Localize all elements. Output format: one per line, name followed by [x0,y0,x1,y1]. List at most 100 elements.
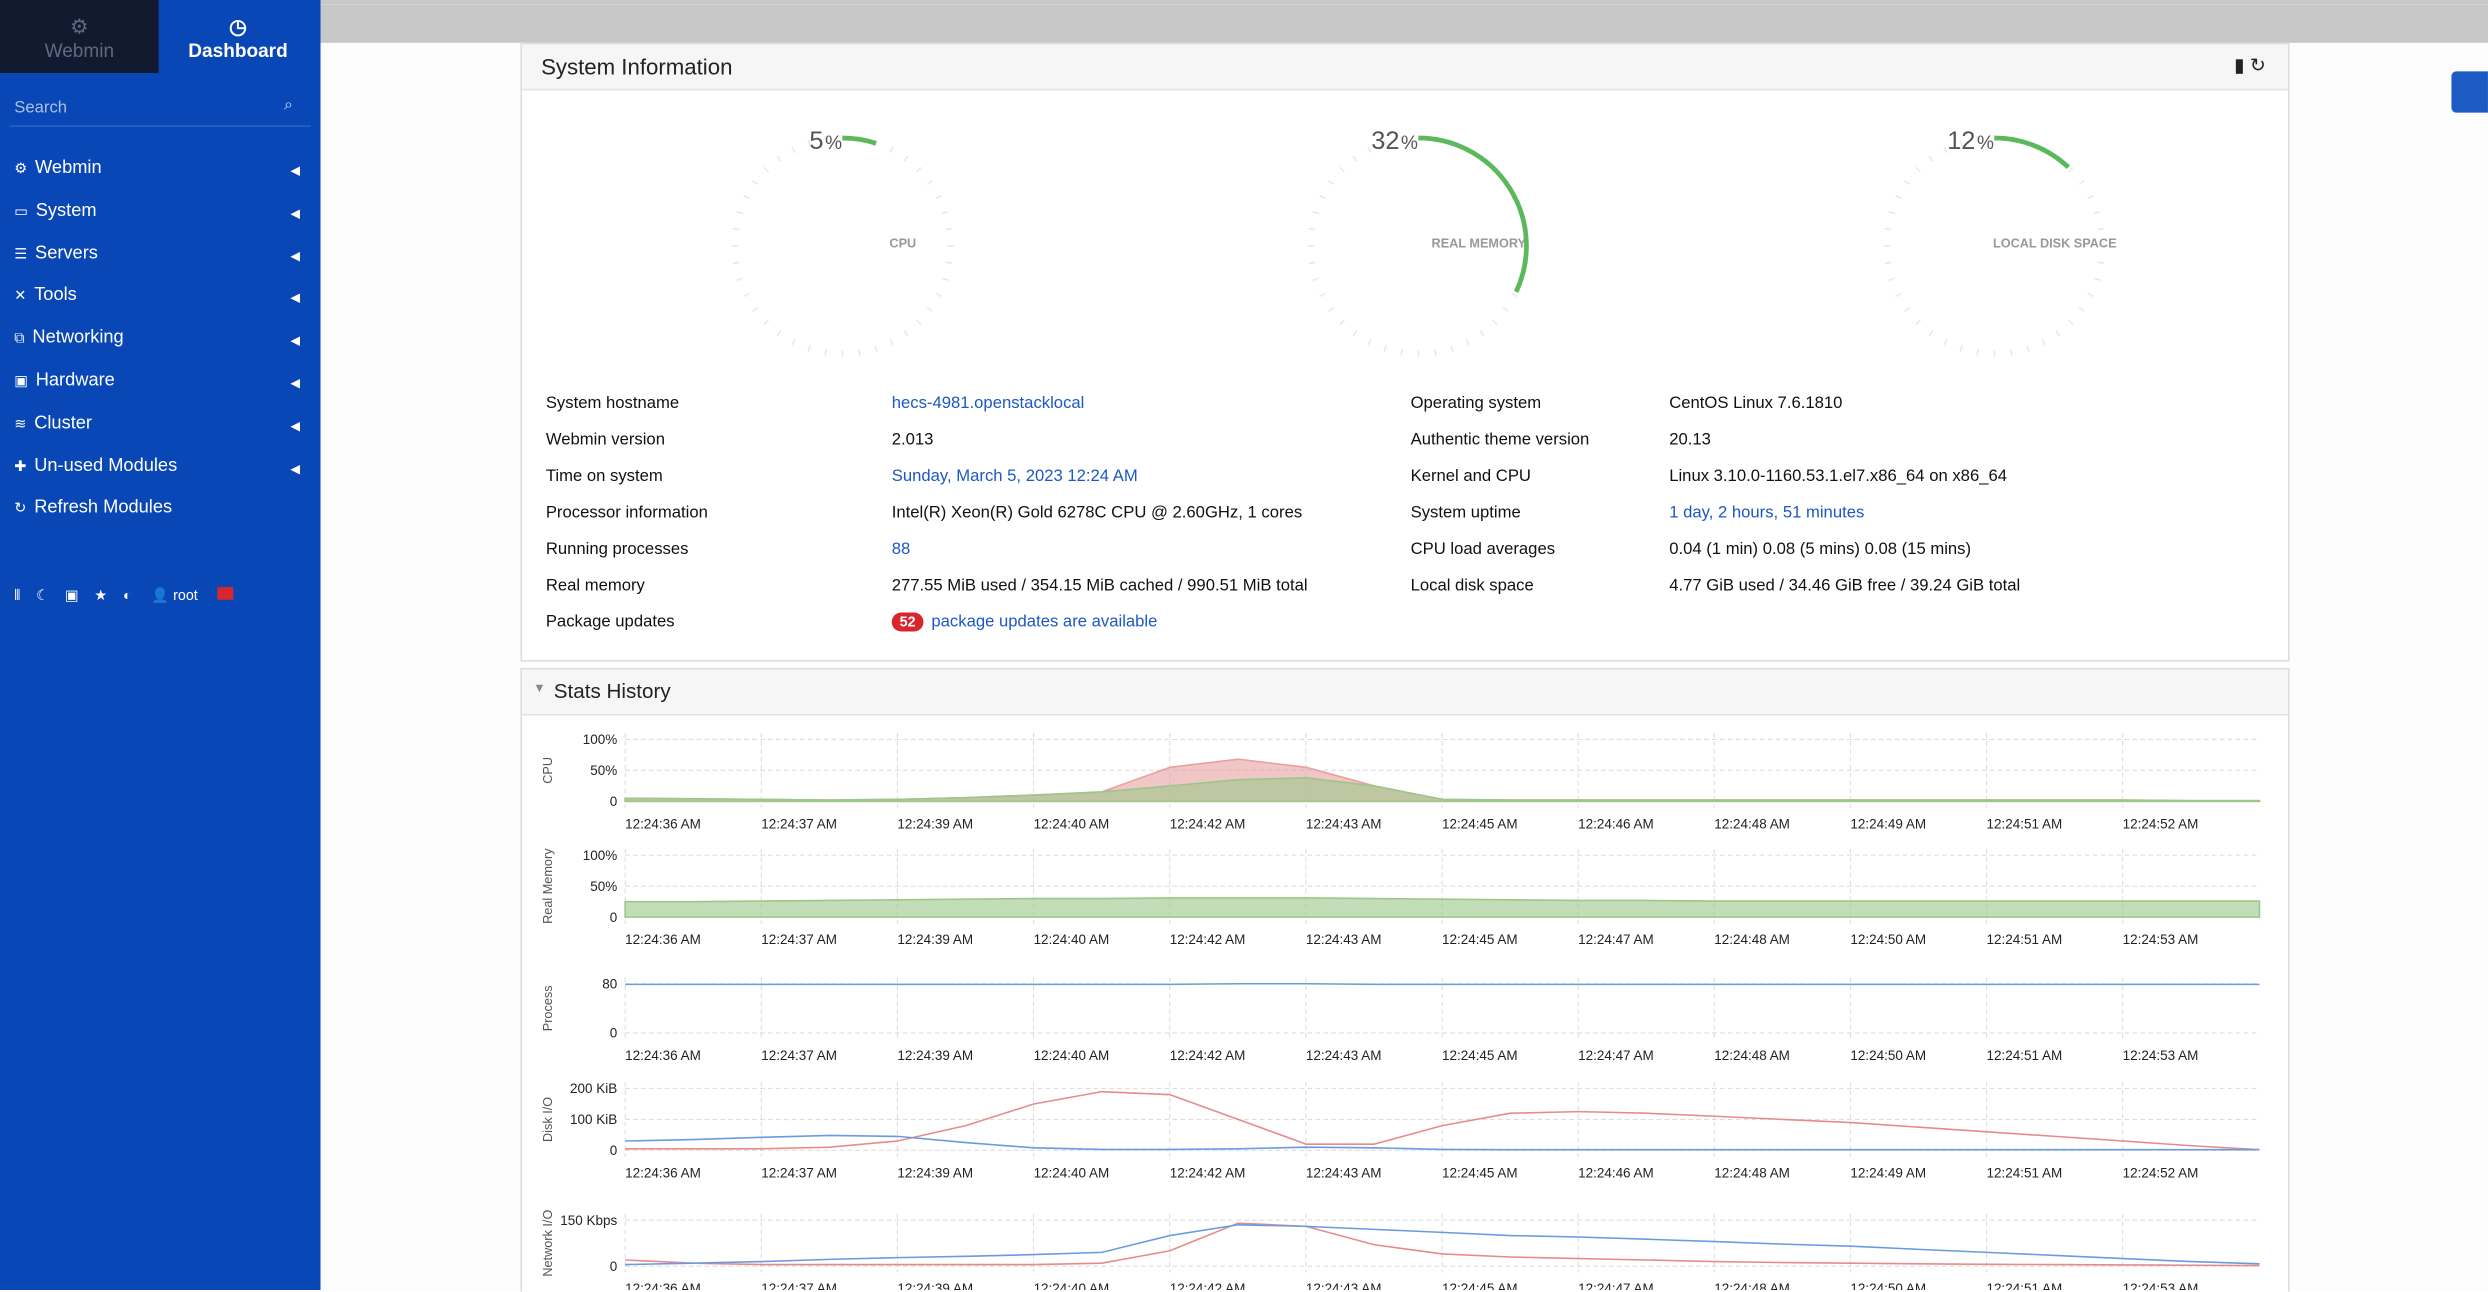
gauge-tick [763,166,770,173]
x-tick-label: 12:24:42 AM [1170,932,1246,947]
info-value[interactable]: 1 day, 2 hours, 51 minutes [1669,502,1865,523]
x-tick-label: 12:24:36 AM [625,1281,701,1290]
x-tick-label: 12:24:50 AM [1850,1281,1926,1290]
x-tick-label: 12:24:48 AM [1714,1165,1790,1180]
y-tick-label: 0 [610,910,618,925]
x-tick-label: 12:24:40 AM [1034,816,1110,831]
gauge-tick [752,306,759,312]
menu-item[interactable]: ✚ Un-used Modules ◀ [14,456,308,475]
y-tick-label: 100% [583,848,617,863]
x-tick-label: 12:24:36 AM [625,816,701,831]
x-tick-label: 12:24:43 AM [1306,1165,1382,1180]
menu-item[interactable]: ▣ Hardware ◀ [14,371,308,390]
gauge-tick [2097,261,2105,265]
x-tick-label: 12:24:43 AM [1306,816,1382,831]
gauge-tick [1888,210,1896,215]
menu-arrow: ◀ [290,461,301,476]
x-tick-label: 12:24:42 AM [1170,1281,1246,1290]
gauge-tick [1308,227,1316,231]
x-tick-label: 12:24:49 AM [1850,1165,1926,1180]
gauge-tick [889,146,894,153]
x-tick-label: 12:24:37 AM [761,1048,837,1063]
gauge-tick [824,349,827,356]
x-tick-label: 12:24:50 AM [1850,1048,1926,1063]
x-tick-label: 12:24:43 AM [1306,932,1382,947]
menu-item[interactable]: ⧉ Networking ◀ [14,329,308,348]
stats-panel: ▼ Stats History [520,668,2290,1292]
gauge-tick [874,345,878,352]
gauge-tick [945,261,953,265]
search-icon[interactable]: ⌕ [284,96,293,115]
gauge-tick [1888,277,1896,282]
gauge-tick [743,292,750,298]
panel-title: System Information [541,53,733,80]
gauge-tick [791,338,796,346]
gauge-tick [1367,146,1372,153]
gauge-arc [1994,135,2070,170]
tab-label: Dashboard [188,39,288,62]
gauge-tick [1400,349,1403,356]
info-value[interactable]: hecs-4981.openstacklocal [891,393,1085,413]
gauge-tick [824,136,827,143]
gauge-tick [2093,277,2101,282]
gauge-tick [1976,136,1979,143]
x-tick-label: 12:24:42 AM [1170,1048,1246,1063]
info-label: Package updates [545,612,675,632]
gray-band [320,4,2488,43]
info-value[interactable]: 88 [891,539,911,559]
info-value[interactable]: Sunday, March 5, 2023 12:24 AM [891,466,1138,486]
y-tick-label: 0 [610,794,618,809]
gauge-tick [732,227,740,231]
y-axis-label: Network I/O [541,1210,555,1277]
x-tick-label: 12:24:45 AM [1442,1165,1518,1180]
line [625,982,2260,986]
menu-label: Webmin [35,158,102,178]
gauge-tick [926,306,933,312]
gauge-tick [1884,227,1892,231]
menu-item[interactable]: ☰ Servers ◀ [14,244,308,263]
tab-webmin[interactable]: ⚙ Webmin [0,0,159,73]
menu-arrow: ◀ [290,205,301,221]
gauge-tick [2078,180,2085,186]
menu-icon: ✕ [14,287,27,304]
info-label: Local disk space [1410,575,1534,596]
gauge-tick [2055,330,2061,337]
menu-item[interactable]: ⚙ Webmin ◀ [14,159,308,178]
gauge-tick [1943,338,1948,346]
notification-button[interactable] [2451,71,2488,113]
menu-item[interactable]: ↻ Refresh Modules [14,499,308,518]
y-tick-label: 200 KiB [570,1081,617,1096]
tab-dashboard[interactable]: ◷ Dashboard [188,14,288,62]
menu-item[interactable]: ≋ Cluster ◀ [14,414,308,433]
gauge-tick [1367,338,1372,346]
search-input[interactable]: Search [14,98,68,118]
menu-label: Un-used Modules [34,456,178,476]
info-label: Running processes [545,539,689,559]
sidebar: ⚙ Webmin ◷ Dashboard Search ⌕ ⚙ Webmin ◀ ▭ Sys… [0,0,321,1290]
user-button[interactable]: 👤 root [151,587,198,603]
y-axis-label: CPU [541,757,555,784]
menu-item[interactable]: ▭ System ◀ [14,201,308,220]
gauge-tick [1502,306,1509,312]
x-tick-label: 12:24:51 AM [1987,1281,2063,1290]
x-tick-label: 12:24:45 AM [1442,816,1518,831]
gauge-tick [1959,140,1963,147]
menu-item[interactable]: ✕ Tools ◀ [14,286,308,305]
gauge-tick [1479,330,1485,337]
info-value[interactable]: package updates are available [931,612,1158,632]
panel-title[interactable]: Stats History [553,679,671,703]
line [625,1223,2260,1266]
gauge-tick [935,292,942,298]
panel-actions[interactable]: ▮ ↻ [2234,53,2266,77]
gauge-tick [2087,292,2094,298]
x-tick-label: 12:24:36 AM [625,1165,701,1180]
info-value: 277.55 MiB used / 354.15 MiB cached / 99… [891,575,1308,596]
gauge-tick [807,345,811,352]
x-tick-label: 12:24:52 AM [2123,816,2199,831]
info-label: Webmin version [545,429,665,450]
x-tick-label: 12:24:42 AM [1170,1165,1246,1180]
x-tick-label: 12:24:45 AM [1442,1048,1518,1063]
logout[interactable] [217,587,234,600]
menu-label: Refresh Modules [34,498,173,518]
